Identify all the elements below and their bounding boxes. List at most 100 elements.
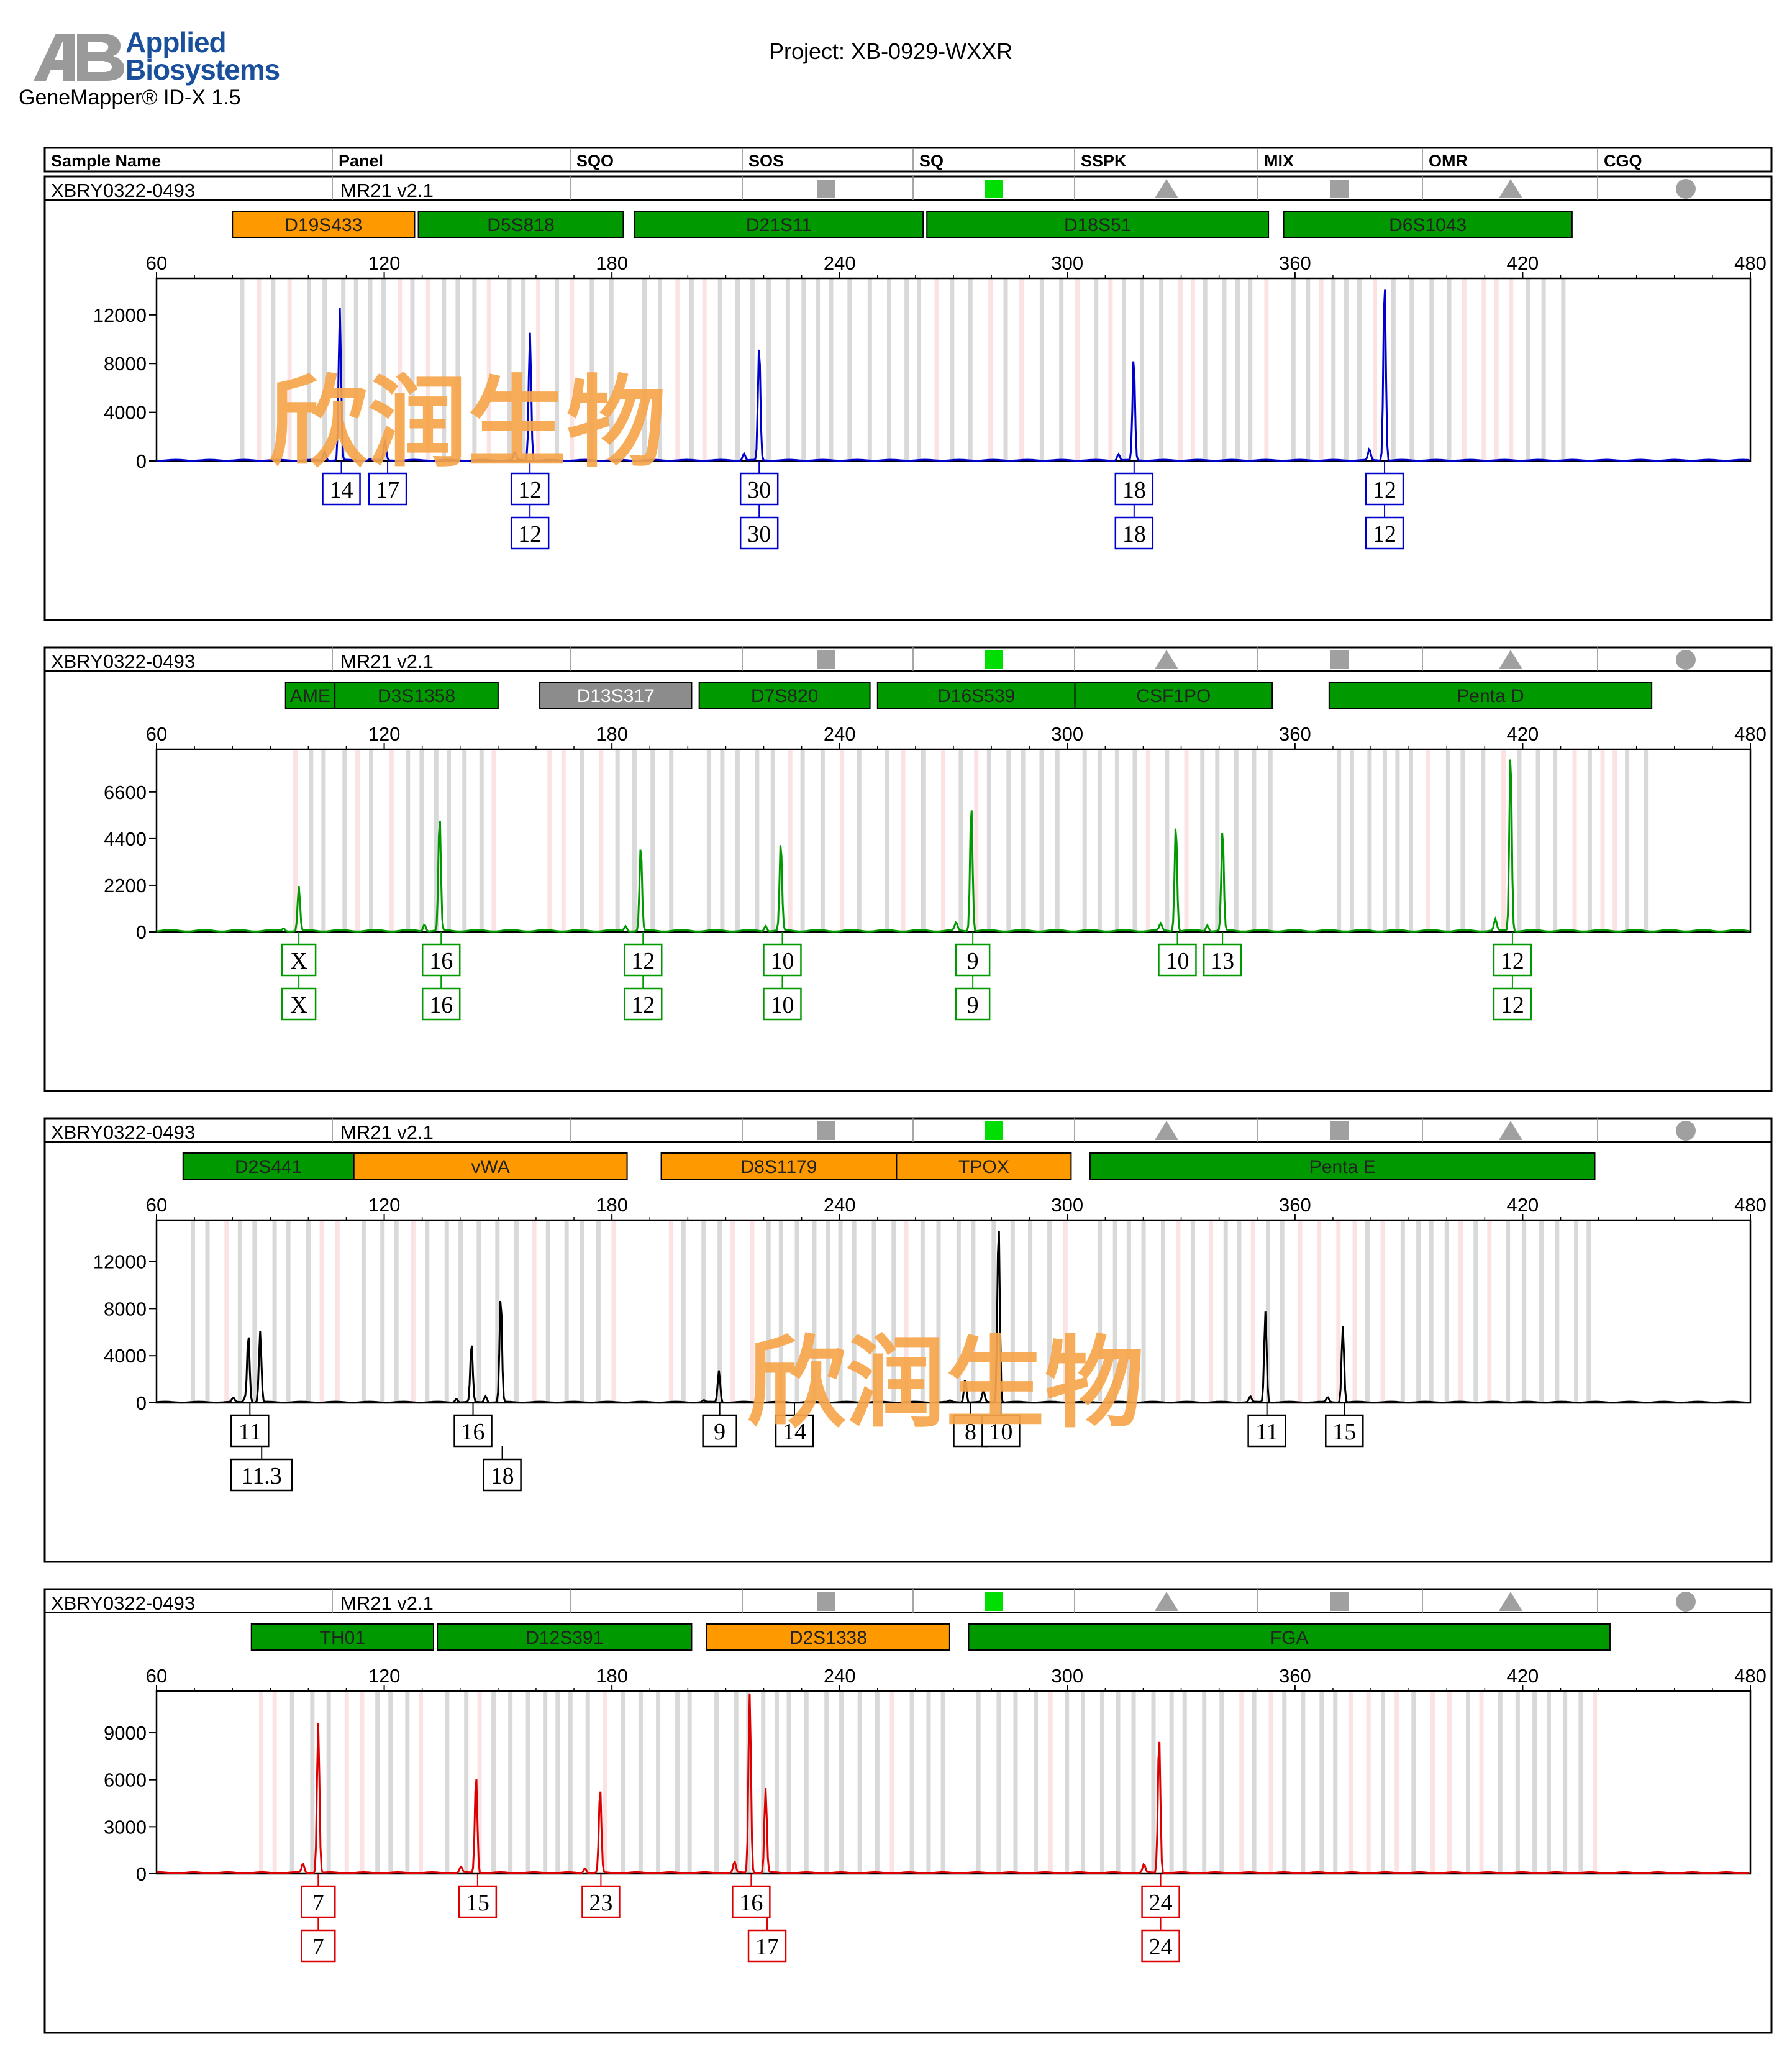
allele-bin xyxy=(720,749,725,932)
allele-bin xyxy=(462,749,467,932)
allele-call-box xyxy=(1493,987,1532,1021)
allele-bin xyxy=(381,278,386,461)
table-header-cgq: CGQ xyxy=(1604,152,1642,170)
allele-call-box xyxy=(368,472,407,506)
allele-bin xyxy=(1034,1691,1039,1874)
marker-d19s433 xyxy=(232,211,416,238)
allele-bin xyxy=(750,278,755,461)
marker-th01 xyxy=(250,1623,434,1651)
allele-bin xyxy=(1131,1691,1136,1874)
allele-bin xyxy=(734,1691,739,1874)
allele-bin xyxy=(1039,749,1044,932)
marker-vwa xyxy=(353,1152,628,1180)
allele-bin xyxy=(1112,1220,1117,1403)
allele-bin xyxy=(1059,278,1064,461)
allele-bin xyxy=(1333,1691,1338,1874)
marker-label: vWA xyxy=(471,1157,510,1177)
allele-bin xyxy=(1515,1691,1520,1874)
quality-triangle-icon xyxy=(1155,1121,1178,1140)
allele-bin xyxy=(476,1220,481,1403)
panel-name: MR21 v2.1 xyxy=(340,1121,434,1143)
x-tick-label: 60 xyxy=(146,723,167,745)
allele-call-label: 12 xyxy=(1365,461,1404,506)
allele-bin xyxy=(1572,749,1577,932)
allele-bin xyxy=(1013,1691,1018,1874)
allele-bin xyxy=(1200,749,1205,932)
allele-call-box xyxy=(739,516,779,550)
allele-bin xyxy=(1184,749,1189,932)
allele-bin xyxy=(1151,1691,1156,1874)
allele-bin xyxy=(1426,749,1430,932)
allele-bin xyxy=(361,1220,366,1403)
allele-bin xyxy=(1445,749,1450,932)
project-title: Project: XB-0929-WXXR xyxy=(769,39,1013,64)
allele-bin xyxy=(996,1691,1001,1874)
allele-bin xyxy=(1159,278,1164,461)
allele-bin xyxy=(701,1220,706,1403)
allele-bin xyxy=(867,278,872,461)
allele-call-text: 30 xyxy=(747,477,771,503)
marker-d2s441 xyxy=(182,1152,355,1180)
allele-bin xyxy=(1546,1691,1551,1874)
allele-call-label: 17 xyxy=(747,1917,787,1963)
allele-call-box xyxy=(1365,516,1404,550)
allele-bin xyxy=(735,278,740,461)
allele-bin xyxy=(508,1691,513,1874)
allele-bin xyxy=(1501,749,1506,932)
y-tick-label: 0 xyxy=(136,450,147,472)
allele-bin xyxy=(1367,749,1372,932)
x-tick-label: 480 xyxy=(1734,252,1767,274)
allele-call-box xyxy=(581,1885,621,1918)
y-tick-label: 2200 xyxy=(104,875,147,896)
allele-bin xyxy=(447,749,452,932)
logo-text-applied: Applied xyxy=(125,26,227,58)
x-tick-label: 360 xyxy=(1279,1194,1311,1216)
allele-bin xyxy=(286,1220,291,1403)
panel-name: MR21 v2.1 xyxy=(340,650,434,672)
quality-square-icon xyxy=(817,180,835,198)
allele-call-label: X xyxy=(281,932,317,977)
allele-bin xyxy=(1447,1691,1452,1874)
allele-bin xyxy=(1400,1220,1405,1403)
allele-call-box xyxy=(421,943,461,977)
allele-call-label: 16 xyxy=(732,1874,771,1918)
allele-bin xyxy=(1039,278,1044,461)
allele-call-box xyxy=(763,943,802,977)
allele-bin xyxy=(1248,278,1253,461)
allele-bin xyxy=(675,278,680,461)
allele-bin xyxy=(766,278,771,461)
allele-bin xyxy=(1139,278,1144,461)
allele-bin xyxy=(380,1220,385,1403)
allele-bin xyxy=(568,1691,573,1874)
allele-call-label: 9 xyxy=(955,975,991,1021)
allele-bin xyxy=(909,1691,914,1874)
allele-bin xyxy=(1203,278,1208,461)
allele-bin xyxy=(1365,1220,1370,1403)
allele-call-text: 15 xyxy=(466,1890,489,1916)
allele-bin xyxy=(224,1220,229,1403)
y-tick-label: 6000 xyxy=(104,1769,147,1791)
allele-bin xyxy=(886,278,891,461)
allele-bin xyxy=(1169,1691,1174,1874)
allele-bin xyxy=(940,1691,945,1874)
allele-call-text: 24 xyxy=(1149,1934,1173,1960)
allele-bin xyxy=(442,278,447,461)
allele-bin xyxy=(1612,749,1617,932)
allele-bin xyxy=(326,1691,331,1874)
allele-bin xyxy=(1239,1691,1244,1874)
allele-bin xyxy=(335,1220,340,1403)
allele-bin xyxy=(555,1691,560,1874)
allele-bin xyxy=(857,749,862,932)
allele-bin xyxy=(847,278,852,461)
allele-call-box xyxy=(623,943,663,977)
allele-bin xyxy=(322,278,327,461)
allele-call-text: 14 xyxy=(783,1419,806,1445)
allele-bin xyxy=(1574,1220,1579,1403)
allele-call-text: X xyxy=(290,948,307,974)
allele-bin xyxy=(272,1220,277,1403)
allele-bin xyxy=(1055,749,1060,932)
allele-bin xyxy=(1416,1220,1421,1403)
panel-name: MR21 v2.1 xyxy=(340,1592,434,1614)
allele-bin xyxy=(514,1220,519,1403)
